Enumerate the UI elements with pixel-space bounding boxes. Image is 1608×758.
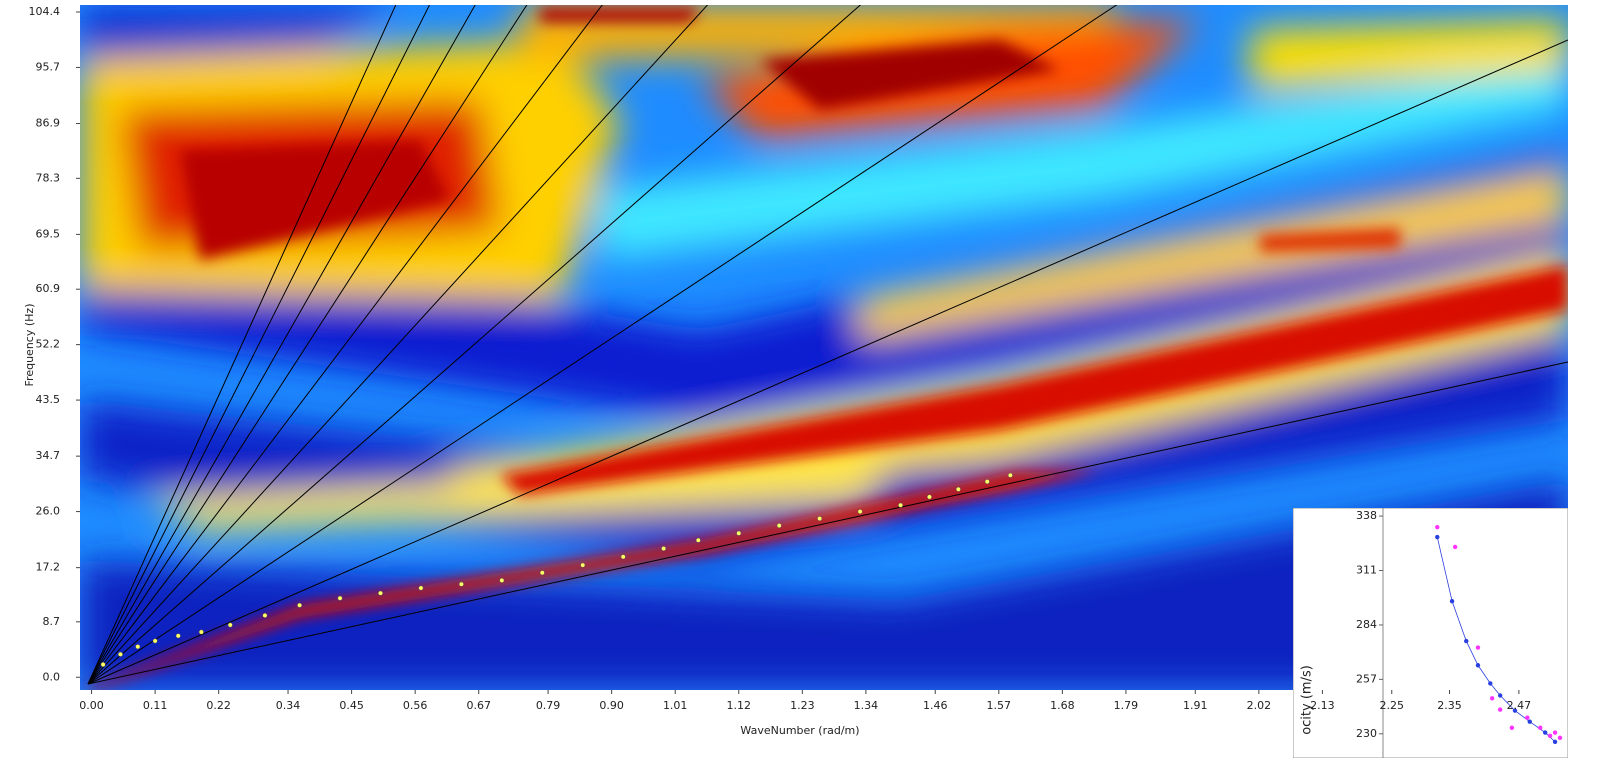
inset-line (1436, 536, 1556, 743)
point (695, 537, 701, 543)
y-tick-label: 104.4 (29, 5, 61, 18)
inset-point (1497, 693, 1503, 698)
y-tick-label: 52.2 (36, 338, 61, 351)
point (661, 546, 667, 551)
inset-point (1488, 681, 1493, 686)
point (418, 585, 424, 591)
inset-point (1509, 725, 1515, 730)
y-tick-label: 26.0 (36, 505, 61, 518)
inset-point (1552, 739, 1558, 745)
x-tick-label: 1.12 (727, 699, 752, 712)
x-tick-label: 1.68 (1050, 699, 1075, 712)
y-tick-label: 86.9 (36, 117, 61, 130)
x-tick-label: 0.11 (143, 699, 168, 712)
x-tick-label: 1.79 (1114, 699, 1139, 712)
inset-frame (1293, 508, 1568, 758)
inset-y-tick-label: 230 (1356, 727, 1377, 740)
x-tick-label: 0.00 (79, 699, 104, 712)
point (499, 577, 505, 583)
x-tick-label: 0.34 (276, 699, 301, 712)
point (262, 612, 268, 618)
x-tick-label: 0.79 (536, 699, 561, 712)
inset-y-tick-label: 311 (1356, 564, 1377, 577)
inset-y-tick-label: 284 (1356, 618, 1377, 631)
x-tick-label: 2.02 (1247, 699, 1272, 712)
y-tick-label: 17.2 (36, 561, 61, 574)
x-tick-label: 1.34 (854, 699, 879, 712)
x-tick-label: 0.56 (403, 699, 428, 712)
point (620, 554, 626, 560)
y-tick-label: 78.3 (36, 171, 61, 184)
x-tick-label: 2.47 (1507, 699, 1532, 712)
x-tick-label: 2.25 (1380, 699, 1405, 712)
x-axis-label: WaveNumber (rad/m) (740, 724, 859, 737)
y-axis-label: Frequency (Hz) (23, 304, 36, 387)
main-chart: 0.0 8.7 17.2 26.0 34.7 43.5 52.2 60.9 69.5 78.3 86… (29, 5, 1532, 712)
inset-point (1464, 638, 1469, 644)
point (539, 570, 545, 576)
point (580, 562, 586, 568)
x-tick-label: 0.90 (599, 699, 624, 712)
inset-y-tick-label: 257 (1356, 672, 1377, 685)
point (198, 629, 204, 635)
point (984, 479, 990, 485)
point (776, 523, 782, 529)
x-tick-label: 0.45 (339, 699, 364, 712)
point (100, 662, 106, 667)
point (898, 502, 904, 508)
inset-point (1527, 719, 1532, 724)
point (736, 530, 742, 536)
inset-point (1512, 708, 1518, 713)
point (458, 581, 464, 587)
y-tick-label: 43.5 (36, 393, 61, 406)
inset-point (1489, 696, 1495, 701)
inset-point (1435, 524, 1440, 530)
y-tick-label: 34.7 (36, 449, 61, 462)
y-tick-label: 95.7 (36, 60, 61, 73)
inset-point (1435, 534, 1440, 540)
point (378, 590, 383, 596)
x-tick-label: 1.46 (923, 699, 948, 712)
spectrum-image (80, 5, 1568, 690)
point (135, 644, 141, 650)
inset-point (1497, 707, 1503, 712)
point (152, 638, 158, 644)
x-tick-label: 2.35 (1437, 699, 1462, 712)
point (337, 595, 343, 601)
inset-point (1525, 715, 1530, 720)
inset-y-label: ocity (m/s) (1300, 665, 1315, 735)
point (955, 486, 961, 492)
point (175, 633, 181, 639)
point (297, 602, 303, 608)
point (817, 516, 823, 522)
inset-point (1475, 645, 1481, 650)
x-tick-label: 1.91 (1183, 699, 1208, 712)
x-tick-label: 1.57 (987, 699, 1012, 712)
x-tick-label: 0.67 (466, 699, 491, 712)
point (118, 651, 123, 657)
inset-point (1557, 735, 1563, 741)
x-tick-label: 2.13 (1310, 699, 1335, 712)
inset-point (1452, 544, 1458, 550)
x-tick-label: 0.22 (206, 699, 231, 712)
inset-chart: ocity (m/s) 338 311 284 257 230 (1293, 508, 1568, 758)
y-tick-label: 60.9 (36, 282, 61, 295)
inset-y-tick-label: 338 (1356, 509, 1377, 522)
inset-point (1542, 730, 1548, 735)
inset-point (1552, 730, 1558, 735)
inset-point (1538, 725, 1543, 730)
inset-point (1547, 733, 1553, 739)
point (1007, 472, 1013, 478)
y-tick-label: 0.0 (43, 670, 61, 683)
x-tick-label: 1.23 (790, 699, 815, 712)
y-tick-label: 8.7 (43, 615, 61, 628)
inset-point (1449, 598, 1455, 604)
point (857, 509, 863, 515)
inset-point (1475, 663, 1481, 668)
point (927, 494, 932, 500)
x-tick-label: 1.01 (663, 699, 688, 712)
y-tick-label: 69.5 (36, 227, 61, 240)
point (227, 622, 233, 628)
